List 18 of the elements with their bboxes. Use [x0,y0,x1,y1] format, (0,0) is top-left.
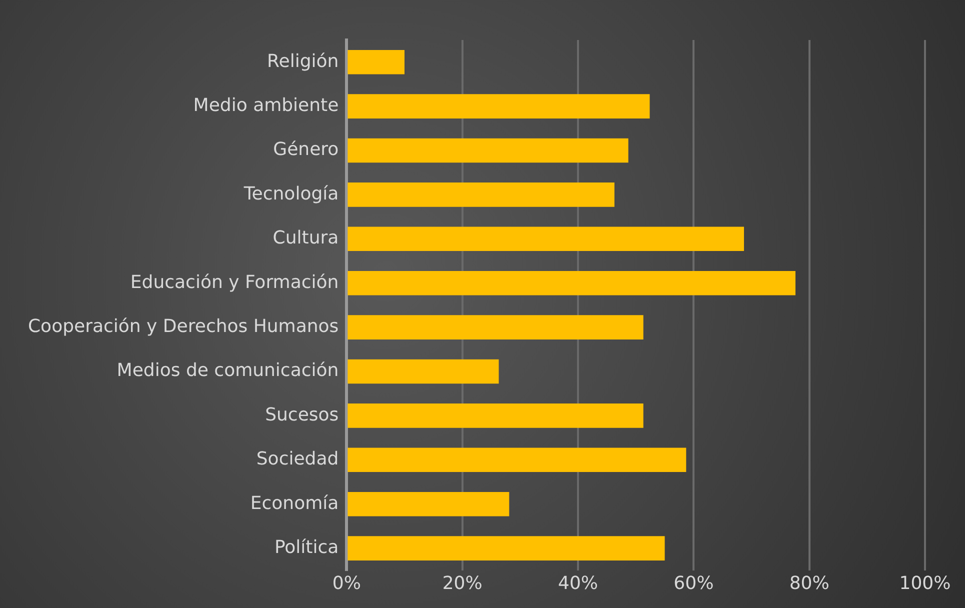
y-tick-label: Cultura [272,228,339,249]
x-tick-label: 0% [332,572,361,594]
x-tick-label: 60% [674,572,714,594]
x-tick-label: 100% [899,572,951,594]
y-tick-label: Cooperación y Derechos Humanos [28,316,339,337]
y-tick-label: Género [273,139,339,160]
x-tick-label: 80% [789,572,830,594]
x-tick-label: 40% [558,572,598,594]
y-tick-label: Medio ambiente [193,94,339,116]
y-tick-label: Educación y Formación [130,272,339,293]
y-tick-label: Sucesos [265,404,339,426]
y-tick-label: Política [274,536,339,558]
y-tick-label: Religión [267,50,339,72]
y-tick-label: Economía [250,492,339,514]
x-tick-label: 20% [442,572,482,594]
y-tick-label: Sociedad [256,448,339,470]
y-tick-label: Tecnología [242,183,339,204]
y-tick-label: Medios de comunicación [116,360,339,382]
